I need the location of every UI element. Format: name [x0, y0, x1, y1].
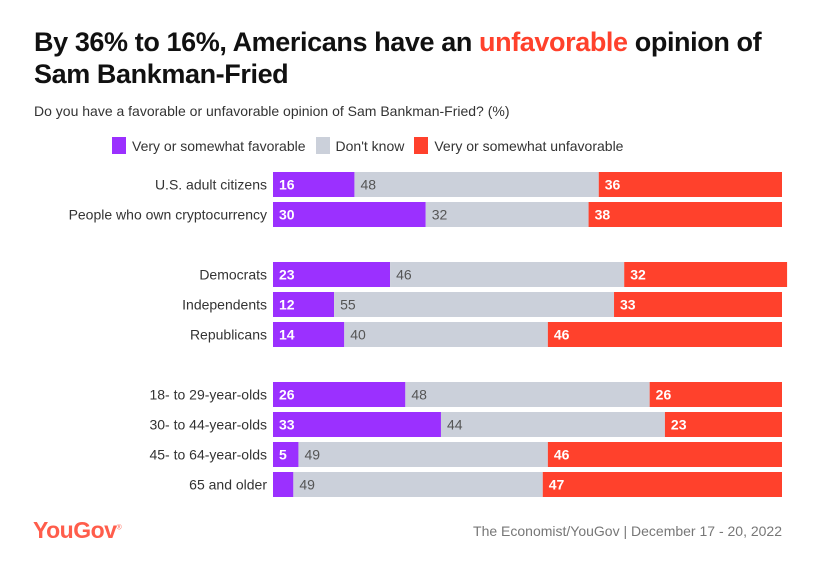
data-label: 33	[279, 417, 295, 433]
bar-segment	[649, 382, 782, 407]
bar-segment	[298, 442, 548, 467]
data-label: 23	[279, 267, 295, 283]
bar-segment	[354, 172, 599, 197]
data-label: 48	[360, 177, 376, 193]
category-label: 18- to 29-year-olds	[149, 387, 267, 403]
bar-segment	[273, 442, 299, 467]
bar-segment	[273, 382, 406, 407]
title-text: By 36% to 16%, Americans have an	[34, 27, 480, 57]
bar-segment	[425, 202, 589, 227]
title-text-end: opinion of Sam Bankman-Fried	[34, 27, 762, 89]
bar-segment	[273, 172, 355, 197]
legend-item-dont-know: Don't know	[315, 137, 405, 154]
title-highlight: unfavorable	[479, 27, 628, 57]
legend-item-unfavorable: Very or somewhat unfavorable	[414, 137, 623, 154]
bar-segment	[547, 322, 782, 347]
chart-title: By 36% to 16%, Americans have an unfavor…	[34, 26, 814, 90]
registered-mark: ®	[116, 524, 122, 532]
data-label: 49	[299, 477, 315, 493]
bar-segment	[664, 412, 782, 437]
data-label: 33	[620, 297, 636, 313]
data-label: 32	[630, 267, 646, 283]
category-label: 65 and older	[189, 477, 267, 493]
bar-segment	[624, 262, 788, 287]
data-label: 26	[656, 387, 672, 403]
data-label: 48	[411, 387, 427, 403]
legend-item-favorable: Very or somewhat favorable	[112, 137, 306, 154]
data-label: 40	[350, 327, 366, 343]
data-label: 46	[554, 447, 570, 463]
data-label: 23	[671, 417, 687, 433]
bar-segment	[588, 202, 782, 227]
bar-segment	[273, 262, 391, 287]
bar-segment	[598, 172, 782, 197]
category-label: People who own cryptocurrency	[69, 207, 267, 223]
bar-segment	[547, 442, 782, 467]
data-label: 14	[279, 327, 295, 343]
category-label: 45- to 64-year-olds	[149, 447, 267, 463]
data-label: 47	[549, 477, 565, 493]
bar-segment	[614, 292, 782, 317]
legend-swatch-dont-know	[315, 137, 330, 154]
category-label: U.S. adult citizens	[155, 177, 267, 193]
bar-segment	[273, 412, 441, 437]
bar-segment	[273, 292, 335, 317]
category-label: Democrats	[199, 267, 267, 283]
source-note: The Economist/YouGov | December 17 - 20,…	[473, 523, 782, 539]
data-label: 44	[447, 417, 463, 433]
data-label: 55	[340, 297, 356, 313]
category-label: 30- to 44-year-olds	[149, 417, 267, 433]
bar-segment	[405, 382, 650, 407]
bar-segment	[293, 472, 543, 497]
bar-segment	[542, 472, 782, 497]
logo-text: YouGov	[33, 517, 117, 543]
chart-subtitle: Do you have a favorable or unfavorable o…	[34, 103, 510, 119]
data-label: 12	[279, 297, 295, 313]
data-label: 32	[432, 207, 448, 223]
data-label: 46	[396, 267, 412, 283]
legend-swatch-favorable	[112, 137, 126, 154]
data-label: 16	[279, 177, 295, 193]
data-label: 30	[279, 207, 295, 223]
bar-segment	[440, 412, 665, 437]
bar-segment	[344, 322, 548, 347]
legend-swatch-unfavorable	[414, 137, 429, 154]
data-label: 36	[605, 177, 621, 193]
bar-segment	[273, 202, 426, 227]
bar-segment	[334, 292, 615, 317]
data-label: 49	[304, 447, 320, 463]
bar-segment	[273, 322, 345, 347]
data-label: 5	[279, 447, 287, 463]
legend-label: Very or somewhat unfavorable	[434, 137, 624, 154]
legend-label: Very or somewhat favorable	[132, 137, 306, 154]
bar-segment	[273, 472, 294, 497]
data-label: 38	[595, 207, 611, 223]
category-label: Independents	[182, 297, 267, 313]
data-label: 26	[279, 387, 295, 403]
legend-label: Don't know	[335, 137, 405, 154]
yougov-logo: YouGov®	[33, 517, 122, 544]
category-label: Republicans	[190, 327, 267, 343]
data-label: 46	[554, 327, 570, 343]
legend: Very or somewhat favorable Don't know Ve…	[112, 137, 633, 154]
bar-segment	[390, 262, 625, 287]
